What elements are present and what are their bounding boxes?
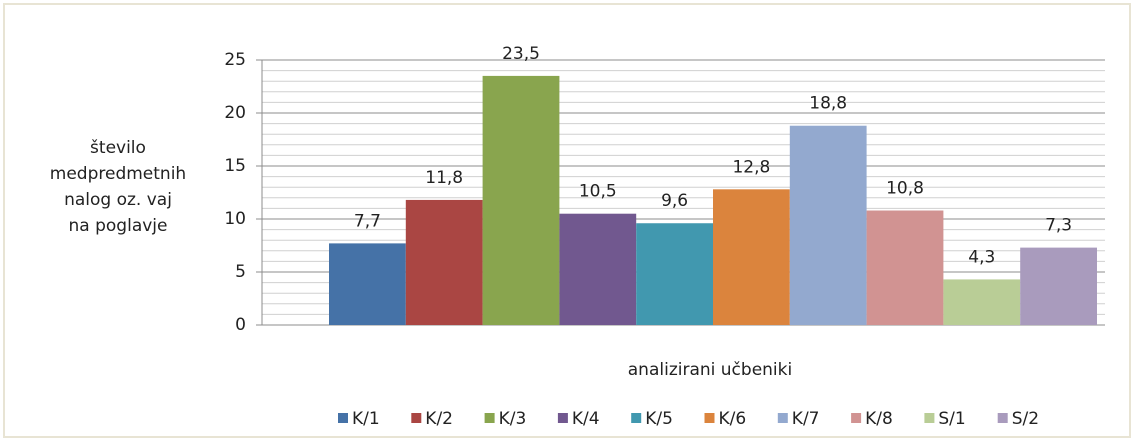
legend-swatch [557,413,568,423]
legend-label: K/7 [792,409,820,429]
y-tick-label: 10 [224,209,246,229]
data-label: 4,3 [968,247,995,267]
legend-swatch [851,413,862,423]
data-label: 23,5 [502,44,540,64]
data-label: 18,8 [809,94,847,114]
legend-label: K/1 [352,409,380,429]
legend-swatch [777,413,788,423]
legend-swatch [924,413,935,423]
legend-swatch [338,413,348,423]
bar [329,243,406,325]
bar [636,223,713,325]
y-tick-label: 15 [224,156,246,176]
y-axis-label: število [90,138,146,158]
legend-label: S/2 [1012,409,1039,429]
legend-swatch [631,413,642,423]
legend-label: K/4 [572,409,600,429]
legend-swatch [484,413,495,423]
bar [405,199,483,325]
bar [559,213,637,325]
legend-label: K/8 [865,409,893,429]
bar [482,75,560,326]
data-label: 12,8 [732,157,770,177]
bar [866,210,944,325]
data-label: 7,7 [354,211,381,231]
data-label: 7,3 [1045,216,1072,236]
legend-label: S/1 [938,409,965,429]
bar [943,279,1021,325]
legend-swatch [411,413,422,423]
data-label: 10,8 [886,179,924,199]
y-tick-label: 25 [224,50,246,70]
legend-swatch [997,413,1008,423]
y-axis-label: nalog oz. vaj [64,190,172,210]
legend-swatch [704,413,715,423]
y-axis-label: medpredmetnih [50,164,186,184]
y-tick-label: 20 [224,103,246,123]
legend-label: K/5 [645,409,673,429]
legend-label: K/2 [425,409,453,429]
y-axis-label: na poglavje [69,216,168,236]
legend-label: K/3 [499,409,527,429]
bar [713,189,790,325]
data-label: 11,8 [425,168,463,188]
y-tick-label: 0 [235,315,246,335]
data-label: 10,5 [579,182,617,202]
data-label: 9,6 [661,191,688,211]
bar [1020,247,1097,325]
y-tick-label: 5 [235,262,246,282]
legend-label: K/6 [719,409,747,429]
x-axis-label: analizirani učbeniki [628,360,792,380]
bar [789,125,867,325]
